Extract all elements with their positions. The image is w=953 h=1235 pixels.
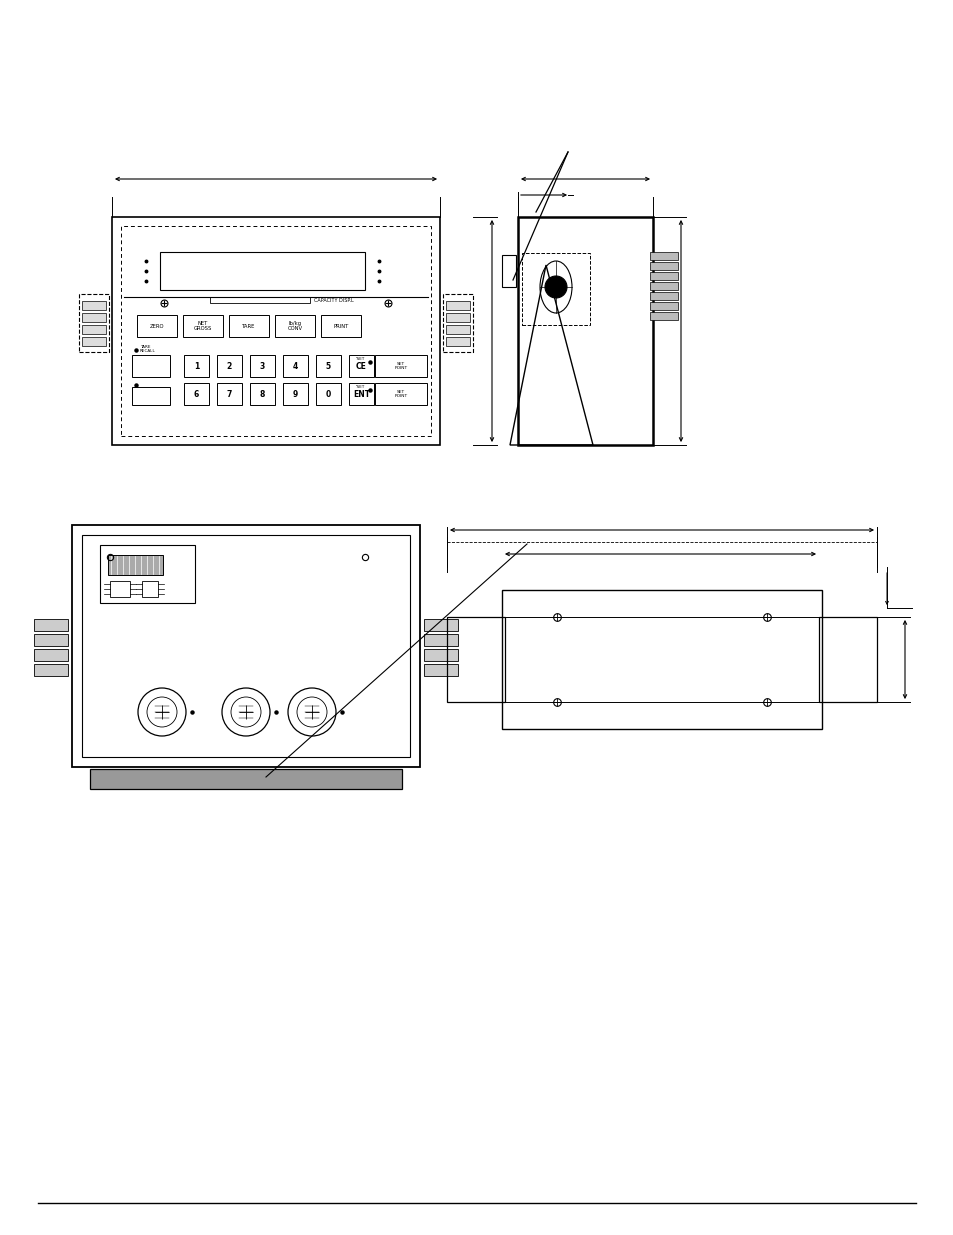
Bar xyxy=(90,769,401,789)
Text: TARE
RECALL: TARE RECALL xyxy=(140,345,155,353)
Bar xyxy=(121,226,431,436)
Text: 9: 9 xyxy=(293,389,297,399)
Bar xyxy=(79,294,109,352)
Bar xyxy=(517,217,652,445)
Bar xyxy=(501,590,821,729)
Bar xyxy=(649,312,678,320)
Circle shape xyxy=(544,275,566,298)
Bar xyxy=(375,383,427,405)
Bar xyxy=(250,354,274,377)
Text: ZERO: ZERO xyxy=(150,324,164,329)
Bar xyxy=(132,387,170,405)
Text: ENT: ENT xyxy=(353,389,370,399)
Bar xyxy=(34,664,68,676)
Bar xyxy=(250,383,274,405)
Bar xyxy=(446,337,470,346)
Bar xyxy=(521,253,589,325)
Bar xyxy=(110,580,130,597)
Text: CAPACITY DISP.L: CAPACITY DISP.L xyxy=(314,298,354,303)
Bar xyxy=(216,383,242,405)
Text: 0: 0 xyxy=(326,389,331,399)
Bar xyxy=(229,315,269,337)
Bar xyxy=(82,301,106,310)
Text: TARE: TARE xyxy=(242,324,255,329)
Bar xyxy=(100,545,194,603)
Bar xyxy=(184,383,209,405)
Bar xyxy=(446,312,470,322)
Bar xyxy=(423,664,457,676)
Bar xyxy=(649,272,678,280)
Bar xyxy=(132,354,170,377)
Bar xyxy=(216,354,242,377)
Bar xyxy=(320,315,360,337)
Bar xyxy=(649,303,678,310)
Text: ²SET: ²SET xyxy=(355,385,365,389)
Text: 7: 7 xyxy=(227,389,232,399)
Bar xyxy=(423,619,457,631)
Bar xyxy=(423,634,457,646)
Bar xyxy=(442,294,473,352)
Bar xyxy=(315,383,340,405)
Bar xyxy=(447,618,504,701)
Bar xyxy=(34,634,68,646)
Bar xyxy=(137,315,177,337)
Text: 2: 2 xyxy=(227,362,232,370)
Text: SET
POINT: SET POINT xyxy=(394,390,407,399)
Bar xyxy=(160,252,365,290)
Text: lb/kg
CONV: lb/kg CONV xyxy=(287,321,302,331)
Bar xyxy=(446,325,470,333)
Bar xyxy=(82,535,410,757)
Bar xyxy=(283,383,308,405)
Bar xyxy=(649,291,678,300)
Bar xyxy=(315,354,340,377)
Bar xyxy=(649,252,678,261)
Bar xyxy=(108,555,163,576)
Bar xyxy=(423,650,457,661)
Text: CE: CE xyxy=(355,362,367,370)
Bar xyxy=(184,354,209,377)
Text: 5: 5 xyxy=(326,362,331,370)
Bar xyxy=(71,525,419,767)
Bar xyxy=(818,618,876,701)
Bar xyxy=(210,296,310,303)
Text: 1: 1 xyxy=(193,362,199,370)
Bar xyxy=(34,650,68,661)
Text: 3: 3 xyxy=(259,362,265,370)
Bar xyxy=(649,262,678,270)
Text: SET
POINT: SET POINT xyxy=(394,362,407,370)
Bar xyxy=(349,383,374,405)
Bar xyxy=(34,619,68,631)
Text: ¹SET: ¹SET xyxy=(355,357,365,361)
Bar xyxy=(501,254,516,287)
Bar xyxy=(183,315,223,337)
Bar xyxy=(375,354,427,377)
Bar xyxy=(649,282,678,290)
Text: 6: 6 xyxy=(193,389,199,399)
Text: PRINT: PRINT xyxy=(333,324,349,329)
Bar xyxy=(82,312,106,322)
Bar xyxy=(349,354,374,377)
Text: NET
GROSS: NET GROSS xyxy=(193,321,212,331)
Text: 8: 8 xyxy=(259,389,265,399)
Bar xyxy=(142,580,158,597)
Bar xyxy=(82,325,106,333)
Bar xyxy=(446,301,470,310)
Bar xyxy=(112,217,439,445)
Bar xyxy=(283,354,308,377)
Bar xyxy=(274,315,314,337)
Text: 4: 4 xyxy=(293,362,297,370)
Bar xyxy=(82,337,106,346)
